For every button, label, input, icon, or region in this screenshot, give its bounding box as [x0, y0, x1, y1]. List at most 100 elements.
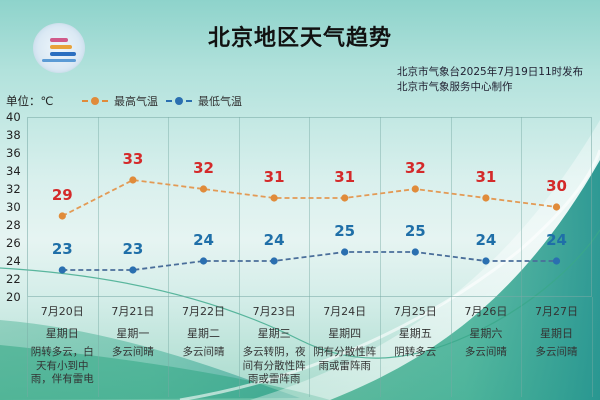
grid-line [168, 117, 170, 297]
low-temp-label: 24 [193, 231, 214, 249]
low-temp-point [199, 257, 208, 265]
low-temp-label: 24 [546, 231, 567, 249]
high-temp-label: 32 [404, 159, 426, 177]
forecast-weather: 阴转多云，白天有小到中雨，伴有雷电 [30, 346, 94, 385]
forecast-weather: 多云间晴 [535, 346, 578, 358]
forecast-weather: 多云间晴 [464, 346, 507, 358]
forecast-date: 7月20日 [40, 305, 84, 318]
legend-high-label: 最高气温 [114, 95, 158, 108]
forecast-date: 7月26日 [464, 305, 508, 318]
issuer-line-1: 北京市气象台2025年7月19日11时发布 [397, 66, 584, 78]
table-line [238, 297, 240, 397]
forecast-weekday: 星期五 [398, 327, 432, 340]
forecast-day-column: 7月22日星期二多云间晴 [168, 300, 239, 360]
grid-line [309, 117, 311, 297]
grid-line [521, 117, 523, 297]
page-title: 北京地区天气趋势 [207, 26, 392, 51]
forecast-day-column: 7月26日星期六多云间晴 [451, 300, 522, 360]
issuer-line-2: 北京市气象服务中心制作 [397, 81, 513, 93]
low-temp-label: 25 [404, 222, 426, 240]
issuer-info: 北京市气象台2025年7月19日11时发布 北京市气象服务中心制作 [397, 65, 583, 95]
low-temp-point [482, 257, 490, 265]
low-temp-label: 24 [475, 231, 497, 249]
y-tick: 38 [6, 128, 21, 142]
forecast-day-column: 7月20日星期日阴转多云，白天有小到中雨，伴有雷电 [27, 300, 98, 387]
forecast-weather: 多云间晴 [111, 346, 154, 358]
high-temp-point [552, 203, 561, 211]
y-tick: 40 [6, 110, 21, 124]
high-temp-label: 31 [334, 168, 356, 186]
chart-plot-area [27, 117, 592, 297]
table-line [592, 297, 593, 397]
forecast-weekday: 星期日 [45, 327, 79, 340]
y-tick: 26 [6, 236, 21, 250]
table-line [168, 297, 170, 397]
high-temp-label: 29 [51, 186, 73, 204]
y-tick: 36 [6, 146, 21, 160]
low-temp-label: 23 [51, 240, 73, 258]
forecast-weekday: 星期四 [328, 327, 362, 340]
meteorological-logo [33, 23, 85, 73]
high-temp-point [482, 194, 490, 202]
high-temp-label: 31 [475, 168, 497, 186]
forecast-weekday: 星期三 [257, 327, 291, 340]
forecast-date: 7月21日 [111, 305, 155, 318]
y-tick: 24 [6, 254, 21, 268]
forecast-date: 7月25日 [393, 305, 437, 318]
forecast-weather: 阴有分散性阵雨或雷阵雨 [313, 346, 377, 372]
forecast-day-column: 7月21日星期一多云间晴 [98, 300, 169, 360]
low-temp-point [341, 248, 349, 256]
forecast-weather: 多云间晴 [182, 346, 225, 358]
high-temp-label: 30 [546, 177, 567, 195]
low-temp-label: 24 [263, 231, 285, 249]
table-line [521, 297, 523, 397]
high-temp-point [129, 176, 137, 184]
grid-line [450, 117, 452, 297]
forecast-day-column: 7月23日星期三多云转阴，夜间有分散性阵雨或雷阵雨 [239, 300, 310, 387]
forecast-day-column: 7月27日星期日多云间晴 [521, 300, 592, 360]
table-line [380, 297, 381, 397]
table-line [309, 297, 311, 397]
forecast-date: 7月23日 [252, 305, 296, 318]
forecast-weekday: 星期一 [116, 327, 150, 340]
table-line [97, 297, 99, 397]
high-temp-label: 33 [122, 150, 144, 168]
legend-low-label: 最低气温 [198, 95, 242, 108]
legend-high: 最高气温 [82, 93, 158, 109]
high-temp-label: 31 [263, 168, 285, 186]
high-temp-point [270, 194, 278, 202]
forecast-weather: 阴转多云 [394, 346, 437, 358]
low-temp-point [58, 266, 66, 274]
unit-label: 单位：℃ [6, 94, 54, 108]
high-temp-point [58, 212, 66, 220]
y-tick: 20 [6, 290, 21, 304]
grid-line [238, 117, 240, 297]
forecast-day-column: 7月25日星期五阴转多云 [380, 300, 451, 360]
y-tick: 32 [6, 182, 21, 196]
grid-line [97, 117, 99, 297]
forecast-weekday: 星期二 [186, 327, 220, 340]
forecast-weekday: 星期日 [539, 327, 573, 340]
legend-low-swatch-icon [166, 96, 192, 106]
forecast-weather: 多云转阴，夜间有分散性阵雨或雷阵雨 [242, 346, 306, 385]
y-tick: 22 [6, 272, 21, 286]
legend-high-swatch-icon [82, 96, 108, 106]
grid-line [380, 117, 381, 297]
y-tick: 30 [6, 200, 21, 214]
high-temp-point [341, 194, 349, 202]
low-temp-line [62, 251, 557, 271]
high-temp-point [411, 185, 419, 193]
low-temp-point [411, 248, 419, 256]
legend-low: 最低气温 [166, 93, 242, 109]
low-temp-label: 23 [122, 240, 144, 258]
forecast-date: 7月27日 [534, 305, 578, 318]
low-temp-point [552, 257, 561, 265]
y-tick: 28 [6, 218, 21, 232]
forecast-date: 7月22日 [181, 305, 225, 318]
low-temp-point [270, 257, 278, 265]
forecast-weekday: 星期六 [469, 327, 503, 340]
high-temp-line [61, 179, 557, 217]
low-temp-point [129, 266, 137, 274]
